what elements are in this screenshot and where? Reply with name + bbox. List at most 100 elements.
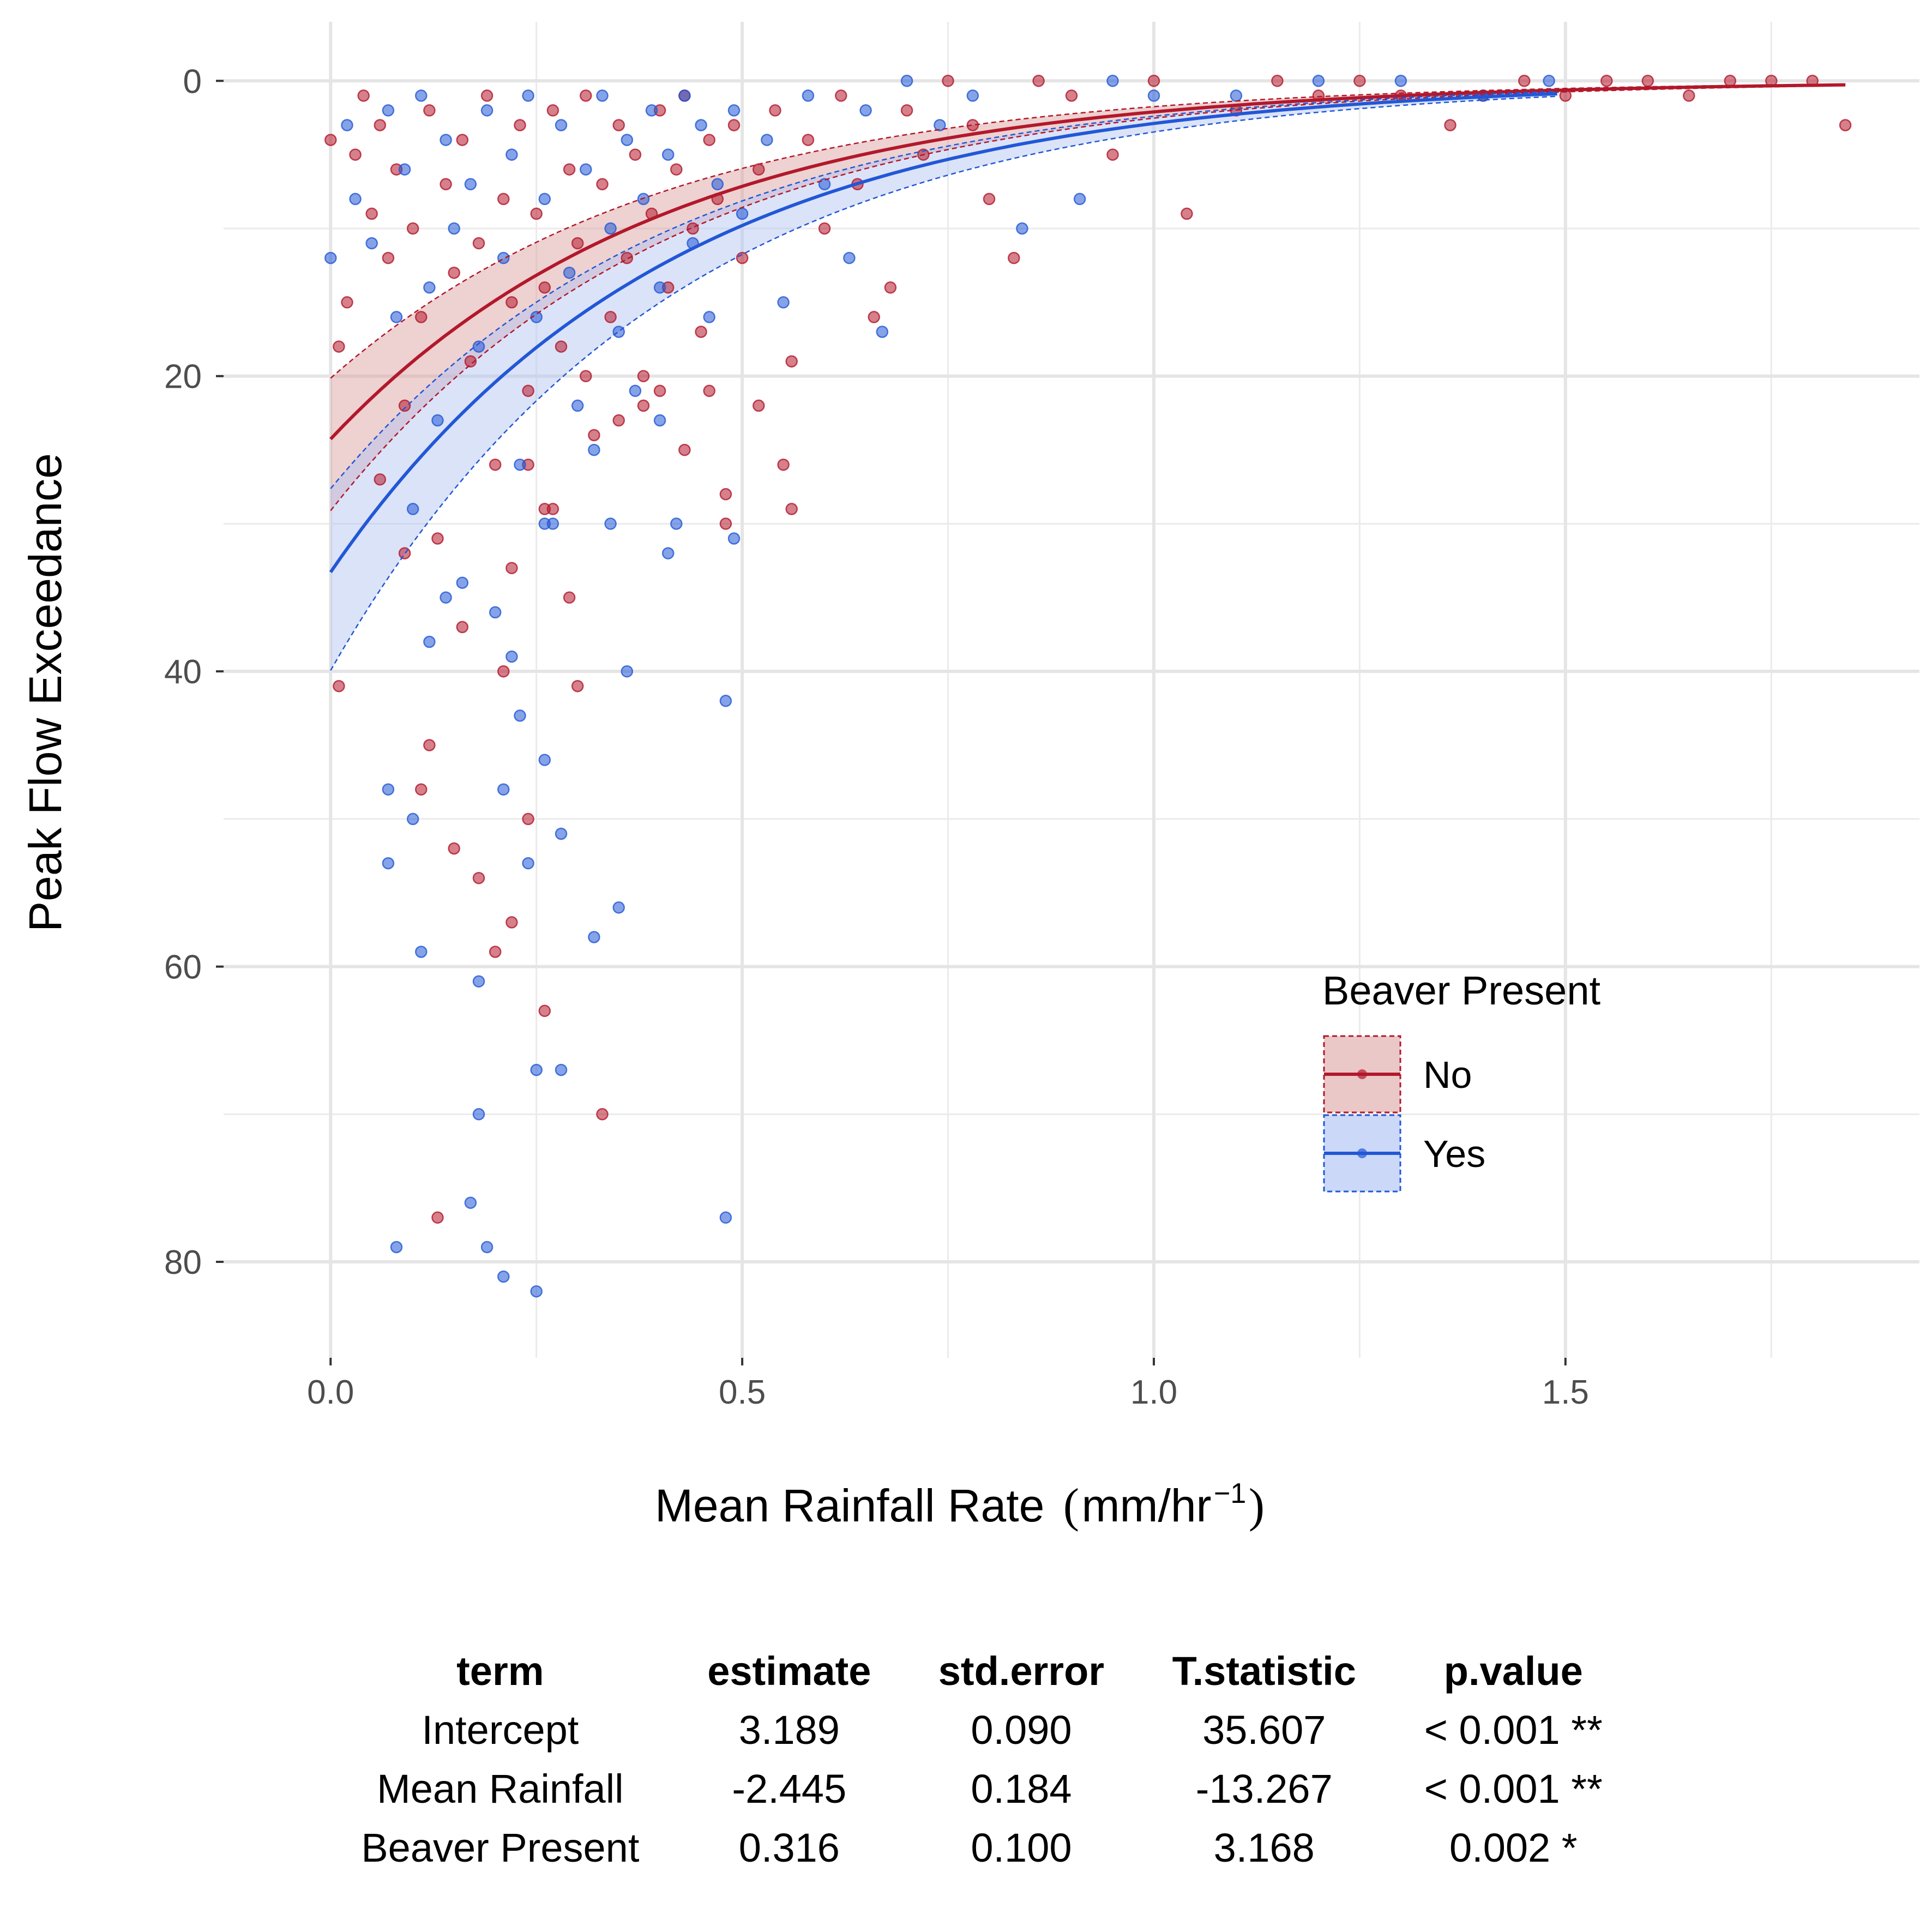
data-point-yes (670, 517, 683, 530)
band-upper-yes (330, 95, 1557, 671)
data-point-yes (505, 148, 518, 161)
data-point-no (406, 222, 419, 235)
data-point-yes (382, 104, 395, 117)
data-point-yes (497, 1270, 510, 1283)
data-point-yes (645, 104, 658, 117)
data-point-no (431, 1211, 444, 1224)
data-point-yes (341, 119, 353, 131)
y-tick-label: 20 (164, 358, 202, 396)
confidence-bands (330, 84, 1846, 671)
data-point-yes (530, 1285, 543, 1298)
data-point-yes (1543, 75, 1555, 87)
data-point-no (374, 473, 387, 486)
data-point-no (596, 1108, 609, 1121)
data-point-yes (514, 458, 526, 471)
legend-key-no (1323, 1035, 1401, 1114)
legend: Beaver Present No Yes (1322, 968, 1600, 1193)
data-point-yes (406, 812, 419, 826)
data-point-no (629, 148, 642, 161)
data-point-no (1065, 89, 1078, 102)
table-cell: 3.168 (1213, 1825, 1315, 1870)
data-point-yes (661, 148, 675, 161)
data-point-no (563, 163, 576, 176)
data-point-no (835, 89, 847, 102)
data-point-yes (415, 946, 428, 958)
data-point-no (341, 296, 353, 309)
data-point-no (333, 679, 345, 693)
data-point-no (571, 237, 584, 250)
data-point-no (333, 340, 345, 353)
data-point-no (497, 192, 510, 206)
data-point-yes (472, 975, 485, 988)
confidence-band-yes (330, 91, 1557, 671)
data-point-yes (505, 650, 518, 663)
data-point-no (983, 192, 996, 206)
data-point-no (423, 104, 436, 117)
data-point-yes (571, 399, 584, 412)
legend-key-yes (1323, 1114, 1401, 1193)
data-point-yes (588, 443, 600, 456)
data-point-no (777, 458, 790, 471)
y-tick-label: 60 (164, 949, 202, 986)
data-point-yes (489, 606, 502, 619)
data-point-no (942, 75, 954, 87)
data-point-no (448, 266, 460, 279)
data-point-no (349, 148, 362, 161)
table-cell: < 0.001 ** (1424, 1707, 1603, 1753)
data-point-no (868, 311, 880, 323)
data-point-no (884, 281, 897, 294)
data-point-no (719, 517, 732, 530)
data-point-yes (1147, 89, 1160, 102)
band-lower-yes (330, 91, 1557, 489)
data-point-no (423, 739, 436, 751)
data-point-yes (349, 192, 362, 206)
data-point-no (415, 783, 428, 796)
data-point-yes (514, 709, 526, 722)
data-point-no (736, 251, 749, 264)
x-axis-units-close: ) (1249, 1479, 1265, 1532)
data-point-yes (431, 414, 444, 427)
header-t-statistic: T.statistic (1172, 1648, 1356, 1694)
data-point-no (818, 222, 831, 235)
data-point-no (440, 178, 452, 191)
table-cell: 0.184 (971, 1766, 1072, 1811)
data-point-yes (637, 192, 650, 206)
legend-title: Beaver Present (1322, 968, 1600, 1013)
header-std-error: std.error (938, 1648, 1105, 1694)
data-point-yes (390, 311, 403, 323)
data-point-no (900, 104, 913, 117)
y-tick-label: 0 (183, 63, 202, 100)
data-point-no (522, 812, 534, 826)
data-point-no (637, 399, 650, 412)
data-point-no (612, 119, 625, 131)
chart: 0.0 0.5 1.0 1.5 0 20 40 60 80 Peak Flow Exceedan… (20, 22, 1919, 1532)
data-point-yes (365, 237, 378, 250)
data-point-no (612, 414, 625, 427)
data-point-yes (406, 503, 419, 515)
table-cell: < 0.001 ** (1424, 1766, 1603, 1811)
data-point-yes (538, 754, 551, 766)
data-point-yes (555, 827, 568, 840)
data-point-yes (934, 119, 946, 131)
data-point-no (431, 532, 444, 545)
table-cell: 3.189 (738, 1707, 840, 1753)
header-p-value: p.value (1443, 1648, 1583, 1694)
data-point-no (538, 281, 551, 294)
data-point-no (678, 443, 691, 456)
table-cell: Intercept (422, 1707, 579, 1753)
confidence-band-no (330, 84, 1846, 511)
data-point-yes (1106, 75, 1119, 87)
data-point-no (637, 370, 650, 382)
data-point-yes (596, 89, 609, 102)
data-point-yes (719, 695, 732, 707)
data-point-yes (859, 104, 872, 117)
x-axis-title-text: Mean Rainfall Rate (655, 1480, 1044, 1531)
band-lower-no (330, 83, 1846, 379)
data-point-yes (653, 281, 666, 294)
data-point-yes (480, 104, 493, 117)
data-point-yes (480, 1241, 493, 1254)
table-row: Intercept 3.189 0.090 35.607 < 0.001 ** (327, 1700, 1636, 1759)
data-point-no (785, 355, 798, 368)
data-point-no (382, 251, 395, 264)
data-point-yes (843, 251, 856, 264)
